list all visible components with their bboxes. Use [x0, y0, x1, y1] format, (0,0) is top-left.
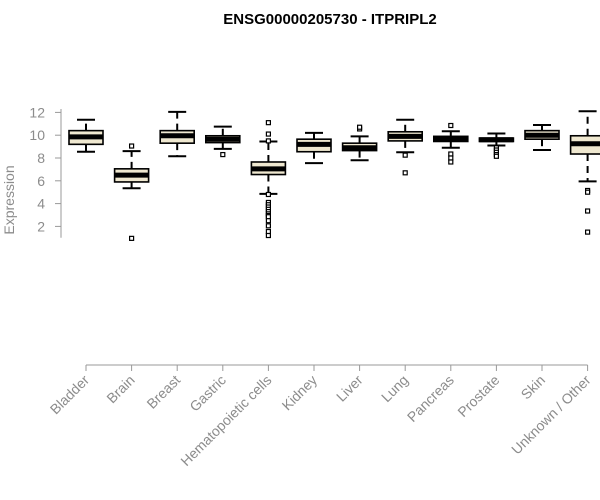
box-prostate: [478, 132, 515, 159]
x-tick-label-hematopoietic-cells: Hematopoietic cells: [177, 372, 274, 469]
outlier-point: [265, 138, 271, 144]
y-tick-label: 2: [37, 218, 45, 234]
outlier-point: [129, 235, 135, 241]
outlier-point: [448, 122, 454, 129]
box-lung: [387, 118, 424, 176]
y-tick-label: 12: [29, 104, 45, 120]
box-gastric: [205, 125, 241, 158]
x-tick-label-liver: Liver: [333, 372, 366, 405]
box-hematopoietic-cells: [250, 120, 287, 239]
y-tick-label: 8: [37, 150, 45, 166]
outlier-point: [402, 170, 408, 176]
y-tick-label: 6: [37, 173, 45, 189]
outlier-point: [129, 143, 135, 149]
y-tick-label: 10: [29, 127, 45, 143]
x-tick-label-brain: Brain: [103, 372, 137, 406]
box-breast: [159, 110, 195, 158]
y-tick-label: 4: [37, 196, 45, 212]
y-axis: 2 4 6 8 10 12: [29, 104, 62, 238]
box-bladder: [68, 118, 104, 153]
x-tick-label-skin: Skin: [518, 372, 549, 403]
box-liver: [341, 124, 378, 162]
outlier-point: [265, 218, 271, 224]
box-skin: [524, 123, 560, 152]
x-tick-label-prostate: Prostate: [454, 372, 502, 420]
outlier-point: [448, 159, 454, 165]
outlier-point: [584, 189, 591, 195]
x-tick-label-gastric: Gastric: [186, 372, 229, 415]
x-tick-label-kidney: Kidney: [279, 372, 321, 414]
box-kidney: [296, 131, 332, 165]
y-axis-label: Expression: [1, 165, 17, 234]
boxes-group: [68, 110, 600, 241]
outlier-point: [357, 124, 363, 130]
x-tick-label-unknown-other: Unknown / Other: [508, 372, 594, 458]
box-unknown-other: [569, 110, 600, 235]
outlier-point: [265, 120, 271, 126]
x-tick-label-pancreas: Pancreas: [404, 372, 457, 425]
outlier-point: [402, 152, 408, 158]
outlier-point: [265, 191, 271, 198]
outlier-point: [584, 229, 591, 235]
outlier-point: [265, 223, 271, 229]
box-pancreas: [432, 122, 469, 165]
box-brain: [113, 143, 150, 241]
x-tick-label-breast: Breast: [143, 372, 183, 412]
outlier-point: [265, 131, 271, 137]
x-tick-label-lung: Lung: [378, 372, 411, 405]
outlier-point: [265, 232, 271, 239]
chart-title: ENSG00000205730 - ITPRIPL2: [223, 11, 436, 28]
outlier-point: [584, 208, 591, 214]
outlier-point: [493, 153, 499, 159]
x-tick-label-bladder: Bladder: [47, 372, 93, 418]
outlier-point: [220, 151, 226, 158]
